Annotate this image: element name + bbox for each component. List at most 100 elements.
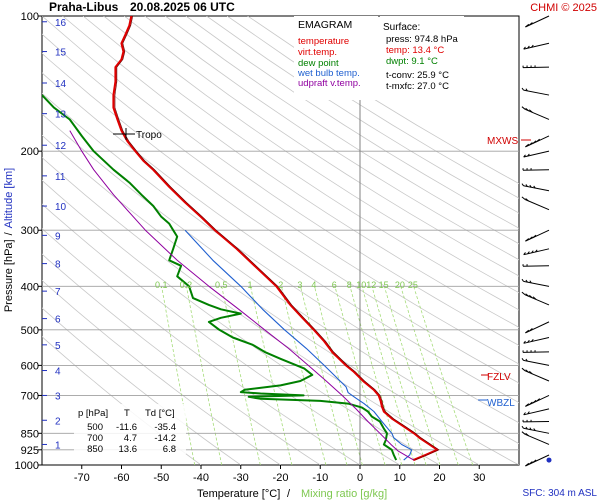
wind-barb <box>523 248 550 256</box>
series-line-wet-bulb-temp <box>184 229 413 461</box>
mixing-ratio-label: 8 <box>347 280 352 290</box>
y-tick-label: 850 <box>21 428 39 440</box>
y-tick-label: 100 <box>21 11 39 23</box>
wind-barb <box>521 291 550 306</box>
dry-adiabat <box>226 16 519 199</box>
altitude-label: 11 <box>55 172 66 183</box>
mixing-ratio-label: 3 <box>297 280 302 290</box>
table-cell: 13.6 <box>119 444 138 455</box>
surface-press: press: 974.8 hPa <box>386 34 459 45</box>
x-axis-label-mixing-ratio: Mixing ratio [g/kg] <box>301 488 387 500</box>
dry-adiabat <box>82 16 519 311</box>
wind-barb <box>522 264 550 267</box>
mixing-ratio-label: 20 <box>395 280 405 290</box>
altitude-label: 12 <box>55 141 67 152</box>
table-cell: -11.6 <box>116 422 137 433</box>
y-tick-label: 700 <box>21 390 39 402</box>
credit-label: CHMI © 2025 <box>530 2 597 14</box>
legend: EMAGRAM temperature virt.temp. dew point… <box>294 16 378 100</box>
mixing-ratio-label: 1 <box>247 280 252 290</box>
wind-barb <box>525 321 550 334</box>
series-line-temperature <box>112 16 439 462</box>
wind-barb <box>522 65 550 69</box>
sfc-label: SFC: 304 m ASL <box>523 488 598 499</box>
wind-barbs <box>521 15 552 467</box>
dry-adiabat <box>42 52 519 384</box>
legend-item-updraft: udpraft v.temp. <box>298 78 361 89</box>
altitude-label: 7 <box>55 287 61 298</box>
station-name: Praha-Libus <box>49 0 119 14</box>
altitude-label: 14 <box>55 79 67 90</box>
mixing-ratio-label: 0.5 <box>215 280 228 290</box>
fzlv-label: FZLV <box>487 372 511 383</box>
x-tick-label: -40 <box>193 472 209 484</box>
wind-barb <box>525 135 550 148</box>
altitude-label: 2 <box>55 416 61 427</box>
table-cell: 850 <box>87 444 103 455</box>
table-header-t: T <box>124 408 130 419</box>
background-grid <box>42 16 519 465</box>
wind-barb <box>521 196 550 211</box>
altitude-label: 1 <box>55 441 61 452</box>
dry-adiabat <box>42 33 519 365</box>
x-tick-label: 20 <box>433 472 445 484</box>
level-markers: MXWS FZLV WBZL <box>478 136 531 409</box>
wind-barb <box>522 419 550 423</box>
mixing-ratio-label: 10 <box>356 280 366 290</box>
legend-item-wet-bulb: wet bulb temp. <box>297 68 360 79</box>
mixing-ratio-label: 15 <box>379 280 389 290</box>
table-cell: 6.8 <box>163 444 176 455</box>
wind-barb <box>521 367 550 382</box>
wind-barb <box>522 168 550 171</box>
wind-barb <box>521 278 550 287</box>
mixing-ratio-label: 0.2 <box>180 280 193 290</box>
tropopause-marker: Tropo <box>113 128 162 141</box>
dry-adiabat <box>42 16 519 346</box>
altitude-label: 16 <box>55 18 67 29</box>
wind-barb <box>521 106 550 120</box>
x-tick-label: 10 <box>394 472 406 484</box>
altitude-label: 13 <box>55 110 67 121</box>
profile-series <box>42 16 440 462</box>
legend-title: EMAGRAM <box>298 19 352 31</box>
y-tick-label: 200 <box>21 146 39 158</box>
wind-barb <box>523 150 550 158</box>
altitude-label: 4 <box>55 367 61 378</box>
table-cell: 500 <box>87 422 103 433</box>
altitude-label: 9 <box>55 231 61 242</box>
wind-barb <box>525 394 550 407</box>
mixing-ratio-label: 2 <box>278 280 283 290</box>
wind-barb <box>522 350 550 353</box>
x-tick-label: -10 <box>312 472 328 484</box>
wind-barb <box>525 454 550 467</box>
altitude-label: 8 <box>55 260 61 271</box>
x-tick-label: -60 <box>114 472 130 484</box>
series-line-virt-temp <box>114 16 440 461</box>
tropo-label: Tropo <box>136 130 162 141</box>
wind-barb <box>521 425 550 434</box>
altitude-label: 15 <box>55 48 67 59</box>
surface-tmxfc: t-mxfc: 27.0 °C <box>386 81 449 92</box>
y-tick-label: 300 <box>21 225 39 237</box>
mixing-ratio-label: 4 <box>311 280 316 290</box>
legend-item-temperature: temperature <box>298 36 349 47</box>
surface-wind-dot <box>546 457 552 463</box>
wind-barb <box>525 229 550 242</box>
mixing-ratio-label: 6 <box>332 280 337 290</box>
wind-barb <box>521 358 550 366</box>
altitude-label: 5 <box>55 341 61 352</box>
mxws-label: MXWS <box>487 136 518 147</box>
sounding-datetime: 20.08.2025 06 UTC <box>130 0 235 14</box>
series-line-udpraft-v-temp <box>69 130 414 461</box>
surface-dwpt: dwpt: 9.1 °C <box>386 56 438 67</box>
wind-barb <box>521 87 550 96</box>
dry-adiabat <box>103 16 519 294</box>
surface-title: Surface: <box>383 22 420 33</box>
x-tick-label: 30 <box>473 472 485 484</box>
y-tick-label: 500 <box>21 325 39 337</box>
dry-adiabat <box>144 16 519 261</box>
altitude-label: 10 <box>55 202 67 213</box>
surface-info: Surface: press: 974.8 hPa temp: 13.4 °C … <box>380 16 464 94</box>
wind-barb <box>523 42 550 50</box>
dry-adiabat <box>206 16 519 214</box>
